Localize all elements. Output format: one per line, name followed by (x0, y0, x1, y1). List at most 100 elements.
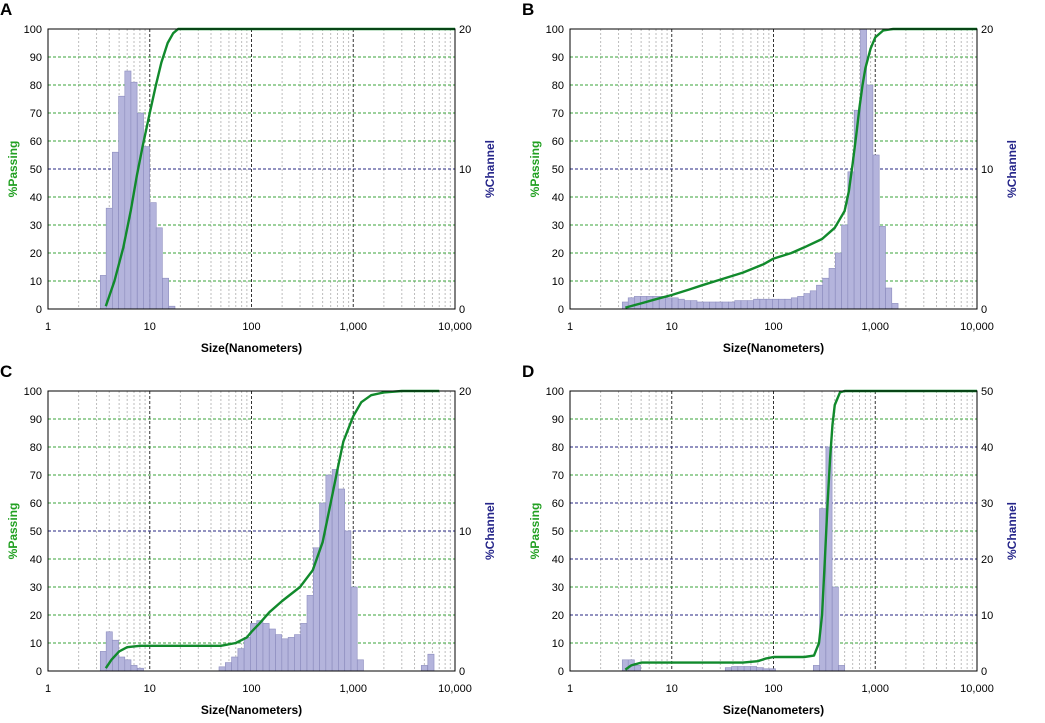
y-right-tick-label: 50 (981, 386, 993, 398)
y-left-tick-label: 40 (552, 554, 564, 566)
y-left-tick-label: 0 (558, 304, 564, 316)
chart-plot-a: 0 10 20 30 40 50 60 70 80 90 100 0 10 20 1 10 100 1,000 10… (6, 24, 497, 355)
plot-frame (569, 28, 978, 310)
y-left-tick-label: 50 (552, 164, 564, 176)
channel-bar (834, 252, 842, 310)
x-axis-label: Size(Nanometers) (723, 703, 824, 717)
channel-bar (885, 287, 893, 310)
plot-frame (569, 390, 978, 672)
panel-label: B (522, 0, 535, 19)
plot-frame (47, 390, 456, 672)
x-tick-label: 1,000 (861, 321, 889, 333)
channel-bar (709, 301, 717, 310)
x-tick-label: 1,000 (339, 683, 367, 695)
passing-curve (104, 27, 455, 307)
channel-bar (262, 623, 270, 672)
channel-bar (99, 651, 107, 672)
x-tick-label: 10 (666, 683, 678, 695)
channel-bar (684, 300, 691, 310)
channel-bar (750, 666, 757, 672)
channel-bar (838, 665, 846, 672)
channel-bar (743, 666, 751, 672)
y-left-tick-label: 10 (30, 638, 42, 650)
channel-bar (772, 298, 779, 310)
channel-bar (268, 628, 276, 672)
channel-bar (759, 298, 767, 310)
channel-bar (734, 300, 742, 310)
y-left-tick-label: 20 (552, 248, 564, 260)
y-left-tick-label: 10 (552, 638, 564, 650)
channel-bar (130, 665, 138, 672)
x-tick-label: 10,000 (960, 321, 994, 333)
x-tick-label: 10,000 (438, 683, 472, 695)
y-right-tick-label: 0 (459, 666, 465, 678)
chart-plot-c: 0 10 20 30 40 50 60 70 80 90 100 0 10 20 1 10 100 1,000 10… (6, 386, 497, 717)
y-left-tick-label: 30 (552, 220, 564, 232)
channel-bar (784, 298, 792, 310)
y-left-tick-label: 0 (558, 666, 564, 678)
y-left-tick-label: 30 (30, 220, 42, 232)
channel-bar (118, 95, 126, 310)
x-tick-label: 10 (144, 321, 156, 333)
channel-bar (275, 634, 283, 672)
x-tick-label: 1 (45, 321, 51, 333)
x-axis-label: Size(Nanometers) (201, 703, 302, 717)
channel-bar (634, 665, 641, 672)
channel-bar (243, 637, 251, 672)
y-left-tick-label: 80 (552, 80, 564, 92)
channel-bar (350, 586, 358, 672)
channel-bar (237, 648, 245, 672)
channel-bar (753, 298, 761, 310)
panel-label: A (0, 0, 13, 19)
channel-bar (690, 300, 698, 310)
channel-bar (812, 665, 820, 672)
channel-bar (231, 656, 239, 672)
y-left-axis-label: %Passing (6, 503, 20, 560)
x-tick-label: 10,000 (960, 683, 994, 695)
y-left-tick-label: 10 (552, 276, 564, 288)
y-right-tick-label: 10 (981, 164, 993, 176)
plot-frame (47, 28, 456, 310)
passing-curve (104, 389, 440, 669)
chart-panel-a: A 0 10 20 30 40 50 60 70 80 90 100 0 10 20 1 10 100 1,000… (0, 0, 522, 361)
y-left-tick-label: 100 (546, 386, 564, 398)
x-tick-label: 100 (242, 683, 260, 695)
x-tick-label: 1,000 (861, 683, 889, 695)
y-left-tick-label: 70 (30, 108, 42, 120)
channel-bar (778, 298, 786, 310)
y-right-tick-label: 10 (459, 164, 471, 176)
y-left-tick-label: 0 (36, 304, 42, 316)
channel-bar (218, 666, 226, 672)
channel-bar (747, 300, 754, 310)
channel-bar (703, 301, 710, 310)
y-left-tick-label: 90 (30, 414, 42, 426)
channel-bar (225, 662, 232, 672)
channel-bars (621, 28, 899, 310)
channel-bar (118, 656, 126, 672)
channel-bars (99, 70, 176, 310)
channel-bar (721, 301, 729, 310)
channel-bar (797, 296, 805, 310)
y-right-tick-label: 20 (981, 554, 993, 566)
y-left-tick-label: 70 (552, 108, 564, 120)
x-axis-label: Size(Nanometers) (201, 341, 302, 355)
y-left-axis-label: %Passing (528, 503, 542, 560)
channel-bar (891, 303, 899, 310)
chart-panel-c: C 0 10 20 30 40 50 60 70 80 90 100 0 10 20 1 10 100 1,000… (0, 362, 522, 723)
channel-bar (256, 620, 264, 672)
y-left-tick-label: 30 (30, 582, 42, 594)
y-left-tick-label: 70 (30, 470, 42, 482)
y-right-axis-label: %Channel (483, 140, 497, 198)
y-left-tick-label: 10 (30, 276, 42, 288)
y-left-tick-label: 80 (552, 442, 564, 454)
y-left-axis-label: %Passing (528, 141, 542, 198)
y-right-axis-label: %Channel (1005, 140, 1019, 198)
y-right-tick-label: 10 (981, 610, 993, 622)
channel-bar (841, 224, 849, 310)
y-left-tick-label: 100 (24, 24, 42, 36)
y-left-tick-label: 60 (552, 498, 564, 510)
channel-bar (287, 637, 295, 672)
x-tick-label: 100 (764, 683, 782, 695)
channel-bar (828, 268, 836, 310)
x-tick-label: 1 (567, 683, 573, 695)
